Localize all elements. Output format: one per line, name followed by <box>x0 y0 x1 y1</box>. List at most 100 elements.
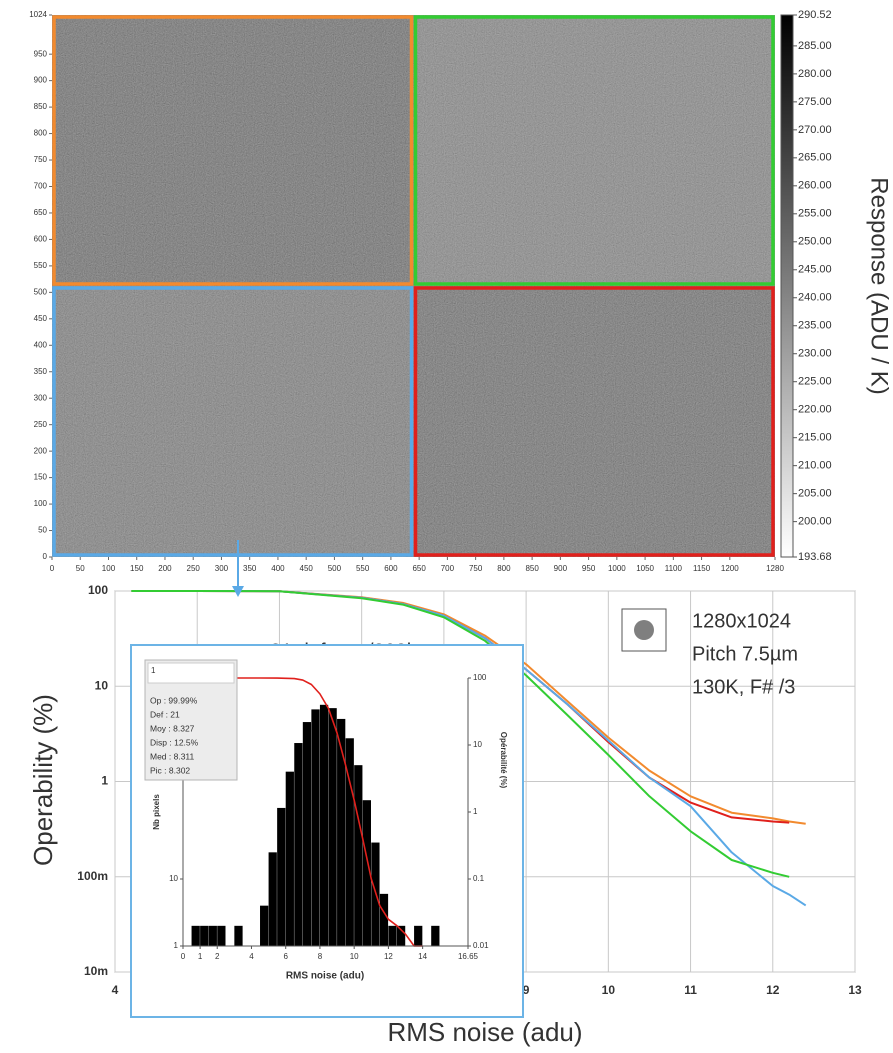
hist-bar <box>431 925 440 946</box>
x-tick-label: 450 <box>300 564 314 573</box>
x-tick-label: 800 <box>497 564 511 573</box>
x-tick-label: 12 <box>384 952 393 961</box>
y-tick-label: 1 <box>101 774 108 788</box>
quadrant-border <box>413 15 775 286</box>
hist-bar <box>285 771 294 946</box>
x-tick-label: 400 <box>271 564 285 573</box>
y-tick-label: 800 <box>34 129 48 138</box>
colorbar-tick-label: 260.00 <box>798 180 832 192</box>
x-tick-label: 900 <box>554 564 568 573</box>
y-tick-label: 750 <box>34 155 48 164</box>
colorbar-tick-label: 205.00 <box>798 488 832 500</box>
x-tick-label: 1050 <box>636 564 654 573</box>
y-tick-label: 10 <box>169 874 178 883</box>
y2-tick-label: 0.01 <box>473 941 489 950</box>
y-tick-label: 950 <box>34 49 48 58</box>
x-tick-label: 600 <box>384 564 398 573</box>
stats-line: Op : 99.99% <box>150 695 198 705</box>
y-tick-label: 450 <box>34 314 48 323</box>
hist-bar <box>277 807 286 946</box>
hist-bar <box>191 925 200 946</box>
colorbar-label: Response (ADU / K) <box>866 177 893 394</box>
hist-bar <box>200 925 209 946</box>
hist-bar <box>217 925 226 946</box>
y-tick-label: 600 <box>34 235 48 244</box>
x-tick-label: 1000 <box>608 564 626 573</box>
x-tick-label: 8 <box>318 952 323 961</box>
x-tick-label: 500 <box>328 564 342 573</box>
image-quadrant <box>413 15 775 286</box>
y-tick-label: 350 <box>34 367 48 376</box>
x-tick-label: 200 <box>158 564 172 573</box>
x-tick-label: 4 <box>249 952 254 961</box>
colorbar-tick-label: 290.52 <box>798 9 832 21</box>
hist-bar <box>328 708 337 946</box>
info-line: 130K, F# /3 <box>692 676 795 698</box>
y-tick-label: 0 <box>43 552 48 561</box>
x-tick-label: 100 <box>102 564 116 573</box>
hist-bar <box>388 925 397 946</box>
x-tick-label: 6 <box>283 952 288 961</box>
x-tick-label: 0 <box>50 564 55 573</box>
info-line: 1280x1024 <box>692 610 791 632</box>
x-tick-label: 9 <box>523 983 530 997</box>
x-tick-label: 300 <box>215 564 229 573</box>
hist-bar <box>268 852 277 946</box>
y-tick-label: 900 <box>34 76 48 85</box>
x-tick-label: 250 <box>187 564 201 573</box>
x-tick-label: 650 <box>412 564 426 573</box>
x-axis-title: RMS noise (adu) <box>387 1017 582 1047</box>
hist-bar <box>396 925 406 946</box>
curve <box>131 590 790 878</box>
stats-title-box <box>147 662 235 684</box>
hist-bar <box>345 738 354 946</box>
y2-axis-title: Opérabilité (%) <box>499 732 508 789</box>
colorbar-tick-label: 193.68 <box>798 551 832 563</box>
colorbar-tick-label: 210.00 <box>798 460 832 472</box>
colorbar-tick-label: 255.00 <box>798 208 832 220</box>
hist-bar <box>379 893 389 946</box>
quadrant-border <box>413 286 775 557</box>
stats-line: Pic : 8.302 <box>150 765 190 775</box>
colorbar-tick-label: 220.00 <box>798 404 832 416</box>
info-marker <box>634 620 654 640</box>
quadrant-border <box>52 286 414 557</box>
y-tick-label: 100 <box>34 499 48 508</box>
x-tick-label: 11 <box>684 983 697 997</box>
x-tick-label: 1280 <box>766 564 784 573</box>
x-tick-label: 50 <box>76 564 85 573</box>
colorbar <box>780 14 794 558</box>
x-tick-label: 16.65 <box>458 952 479 961</box>
colorbar-tick-label: 285.00 <box>798 40 832 52</box>
y-tick-label: 100m <box>77 869 108 883</box>
x-tick-label: 1100 <box>665 564 683 573</box>
y-axis-title: Operability (%) <box>28 694 58 866</box>
stats-line: Med : 8.311 <box>150 751 195 761</box>
y-tick-label: 300 <box>34 393 48 402</box>
colorbar-tick-label: 265.00 <box>798 152 832 164</box>
hist-bar <box>319 704 329 946</box>
x-tick-label: 0 <box>181 952 186 961</box>
hist-bar <box>302 722 312 946</box>
x-tick-label: 850 <box>525 564 539 573</box>
colorbar-tick-label: 270.00 <box>798 124 832 136</box>
x-tick-label: 10 <box>350 952 359 961</box>
stats-line: Disp : 12.5% <box>150 737 199 747</box>
x-tick-label: 700 <box>441 564 455 573</box>
info-line: Pitch 7.5µm <box>692 643 798 665</box>
y2-tick-label: 100 <box>473 673 487 682</box>
y-tick-label: 1 <box>174 941 179 950</box>
x-tick-label: 150 <box>130 564 144 573</box>
hist-bar <box>294 743 303 946</box>
y-tick-label: 10 <box>95 678 109 692</box>
x-tick-label: 750 <box>469 564 483 573</box>
y-tick-label: 150 <box>34 473 48 482</box>
colorbar-tick-label: 240.00 <box>798 292 832 304</box>
y-axis-title: Nb pixels <box>152 794 161 830</box>
colorbar-tick-label: 280.00 <box>798 68 832 80</box>
x-axis-title: RMS noise (adu) <box>286 971 364 982</box>
colorbar-tick-label: 225.00 <box>798 376 832 388</box>
y-tick-label: 700 <box>34 182 48 191</box>
